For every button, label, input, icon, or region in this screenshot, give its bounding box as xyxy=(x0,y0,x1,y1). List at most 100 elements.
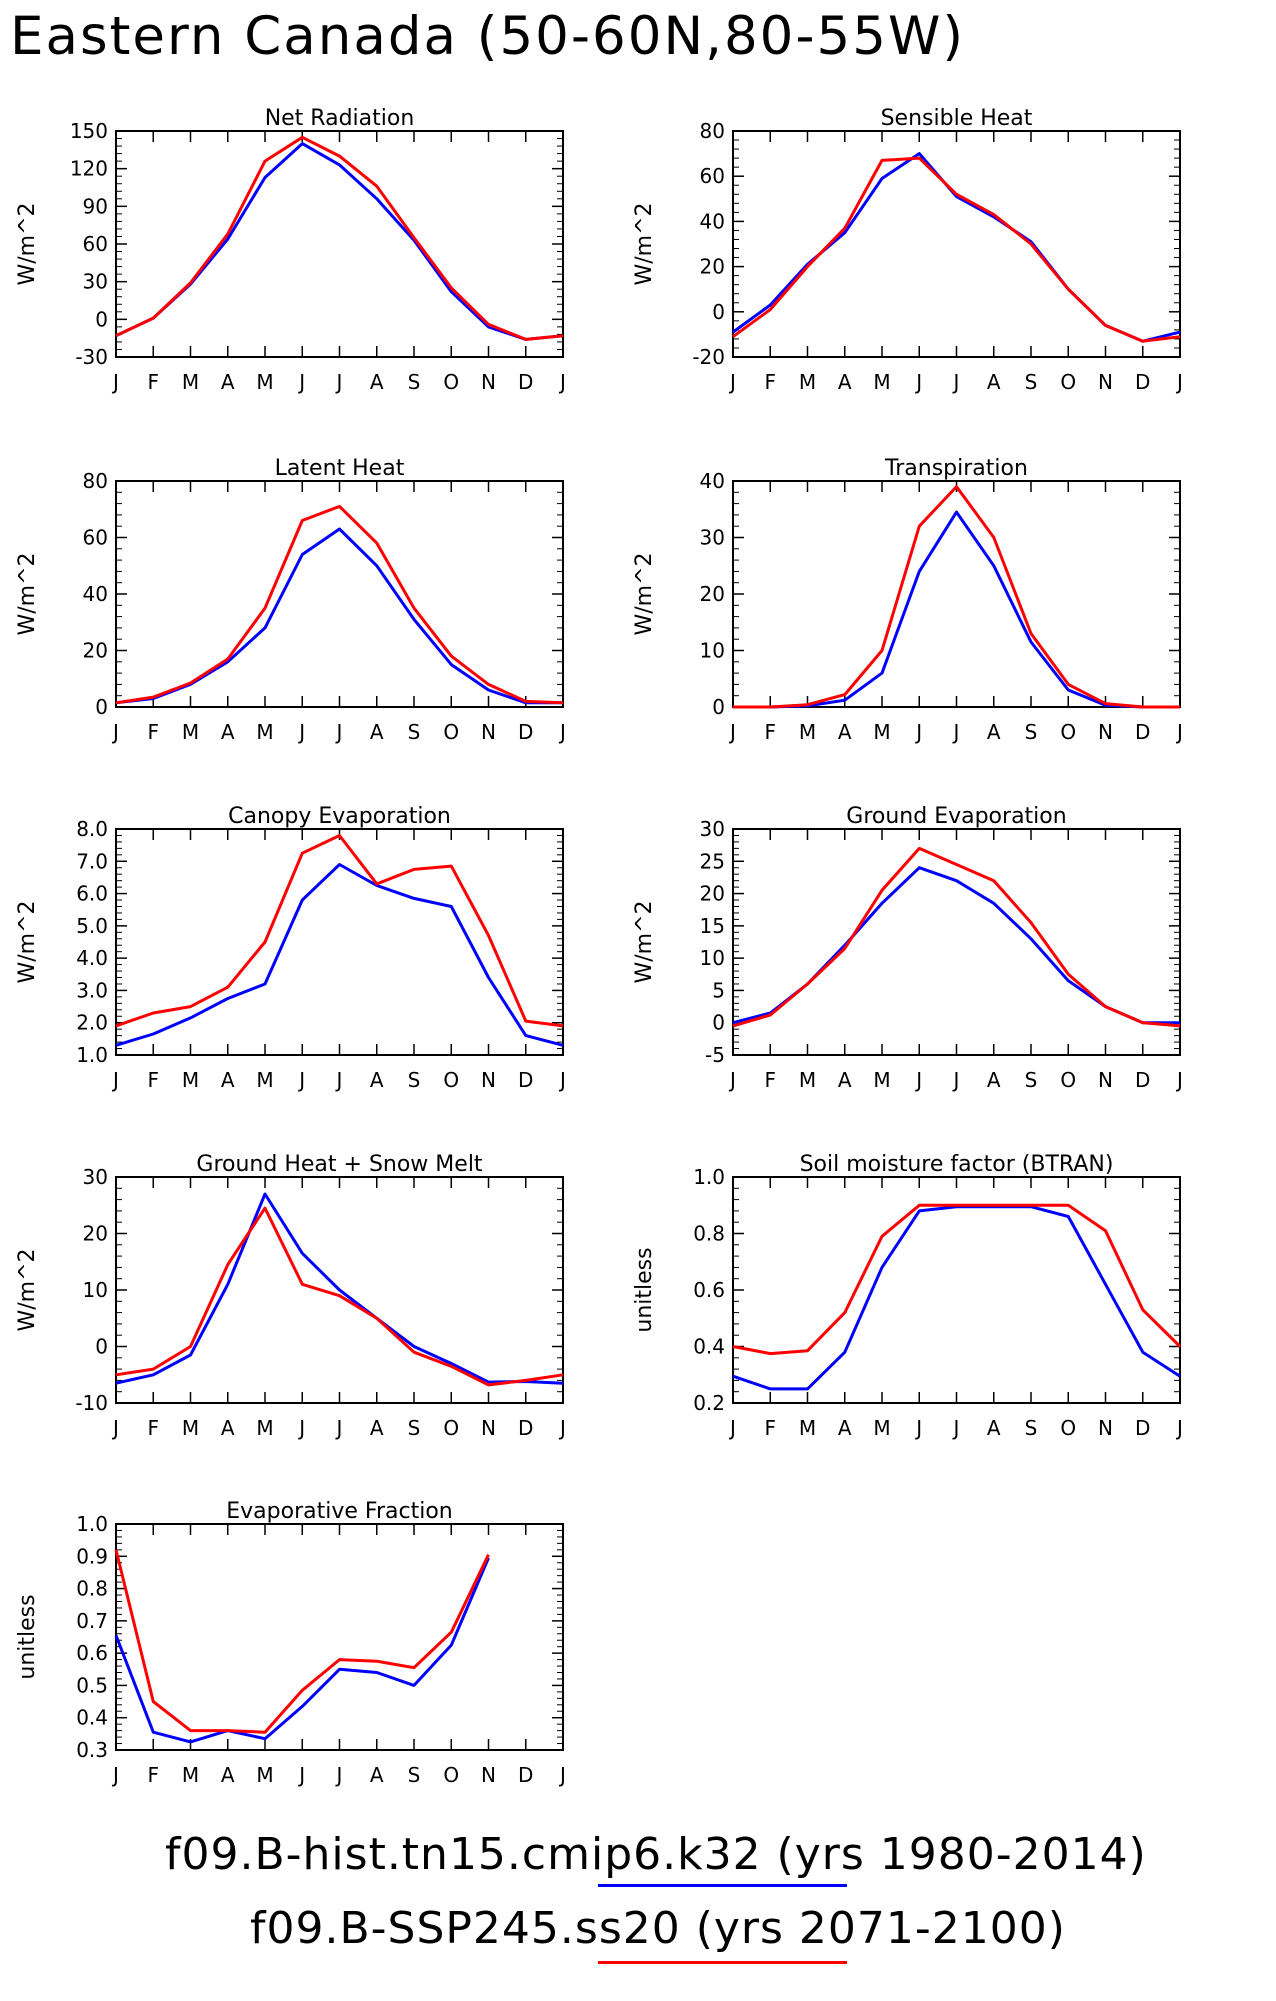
series-line-future xyxy=(733,485,1180,709)
x-tick-label: M xyxy=(182,1068,199,1092)
x-tick-label: J xyxy=(558,1068,566,1092)
y-tick-label: 30 xyxy=(700,817,725,841)
x-tick-label: M xyxy=(182,1763,199,1787)
x-tick-label: J xyxy=(297,1416,305,1440)
panel-title: Ground Evaporation xyxy=(846,804,1066,829)
y-tick-label: 80 xyxy=(700,119,725,143)
x-tick-label: J xyxy=(1175,720,1183,744)
series-line-future xyxy=(115,834,564,1028)
y-axis-label: W/m^2 xyxy=(15,202,40,285)
x-tick-label: D xyxy=(518,1763,533,1787)
y-tick-label: 0.5 xyxy=(76,1673,108,1697)
y-tick-label: 150 xyxy=(70,119,108,143)
series-line-historical xyxy=(732,152,1181,343)
x-tick-label: J xyxy=(111,1763,119,1787)
x-tick-label: D xyxy=(1135,720,1150,744)
series-line-future xyxy=(115,1206,564,1387)
y-tick-label: 0.3 xyxy=(76,1738,108,1762)
x-tick-label: A xyxy=(370,370,384,394)
x-tick-label: F xyxy=(764,1068,776,1092)
y-tick-label: 0.6 xyxy=(693,1278,725,1302)
y-tick-label: 20 xyxy=(700,582,725,606)
x-tick-label: J xyxy=(952,1416,960,1440)
y-tick-label: 2.0 xyxy=(76,1011,108,1035)
x-tick-label: A xyxy=(838,1416,852,1440)
x-tick-label: J xyxy=(558,1763,566,1787)
series-line-historical xyxy=(114,1557,490,1744)
series-line-future xyxy=(732,1203,1182,1356)
panel-title: Soil moisture factor (BTRAN) xyxy=(800,1152,1114,1177)
y-tick-label: 20 xyxy=(83,1222,108,1246)
legend-swatch-red xyxy=(598,1961,847,1964)
y-tick-label: 10 xyxy=(700,946,725,970)
figure-title: Eastern Canada (50-60N,80-55W) xyxy=(10,6,966,67)
x-tick-label: D xyxy=(518,370,533,394)
x-tick-label: N xyxy=(1098,370,1113,394)
y-axis-label: W/m^2 xyxy=(632,552,657,635)
x-tick-label: J xyxy=(335,370,343,394)
y-tick-label: 0 xyxy=(95,695,108,719)
y-tick-label: 20 xyxy=(700,882,725,906)
x-tick-label: A xyxy=(370,1763,384,1787)
y-axis-label: W/m^2 xyxy=(15,552,40,635)
x-tick-label: J xyxy=(558,1416,566,1440)
x-tick-label: O xyxy=(1060,1416,1076,1440)
x-tick-label: O xyxy=(1060,370,1076,394)
x-tick-label: J xyxy=(558,370,566,394)
panel-title: Latent Heat xyxy=(275,456,405,481)
x-tick-label: F xyxy=(147,720,159,744)
x-tick-label: D xyxy=(1135,370,1150,394)
x-tick-label: N xyxy=(481,1763,496,1787)
x-tick-label: J xyxy=(952,1068,960,1092)
y-tick-label: 1.0 xyxy=(76,1043,108,1067)
x-tick-label: S xyxy=(1025,370,1038,394)
series-line-historical xyxy=(115,527,563,705)
x-tick-label: J xyxy=(914,720,922,744)
x-tick-label: F xyxy=(147,1068,159,1092)
plot-frame xyxy=(732,130,1181,358)
y-tick-label: -10 xyxy=(75,1391,108,1415)
y-tick-label: 0.8 xyxy=(76,1577,108,1601)
panel-title: Evaporative Fraction xyxy=(226,1499,452,1524)
x-tick-label: M xyxy=(873,1068,890,1092)
x-tick-label: O xyxy=(443,370,459,394)
x-tick-label: J xyxy=(1175,370,1183,394)
x-tick-label: F xyxy=(764,370,776,394)
y-tick-label: 0 xyxy=(712,1011,725,1035)
series-line-future xyxy=(115,504,564,705)
y-tick-label: 10 xyxy=(83,1278,108,1302)
y-tick-label: 40 xyxy=(700,209,725,233)
x-tick-label: A xyxy=(987,370,1001,394)
x-tick-label: N xyxy=(481,720,496,744)
x-tick-label: A xyxy=(221,1763,235,1787)
y-tick-label: 1.0 xyxy=(693,1165,725,1189)
series-line-historical xyxy=(115,863,564,1047)
x-tick-label: J xyxy=(728,720,736,744)
x-tick-label: M xyxy=(182,1416,199,1440)
x-tick-label: J xyxy=(335,720,343,744)
x-tick-label: A xyxy=(221,370,235,394)
panel-title: Net Radiation xyxy=(265,106,415,131)
x-tick-label: M xyxy=(873,1416,890,1440)
y-tick-label: 20 xyxy=(83,639,108,663)
panel-4: Canopy Evaporation W/m^2 1.0 2.0 3.0 4.0 5.0 6.… xyxy=(15,804,566,1092)
x-tick-label: J xyxy=(1175,1068,1183,1092)
y-tick-label: 15 xyxy=(700,914,725,938)
x-tick-label: J xyxy=(558,720,566,744)
x-tick-label: D xyxy=(1135,1068,1150,1092)
panel-title: Ground Heat + Snow Melt xyxy=(196,1152,483,1177)
x-tick-label: J xyxy=(335,1763,343,1787)
y-tick-label: 60 xyxy=(83,526,108,550)
y-tick-label: 0.4 xyxy=(76,1706,108,1730)
legend-entry-historical: f09.B-hist.tn15.cmip6.k32 (yrs 1980-2014… xyxy=(165,1829,1147,1880)
x-tick-label: M xyxy=(256,370,273,394)
panel-8: Evaporative Fraction unitless 0.3 0.4 0.5 0.6… xyxy=(15,1499,566,1787)
x-tick-label: S xyxy=(408,1068,421,1092)
series-line-historical xyxy=(115,1192,564,1385)
x-tick-label: F xyxy=(147,1416,159,1440)
x-tick-label: M xyxy=(256,1763,273,1787)
